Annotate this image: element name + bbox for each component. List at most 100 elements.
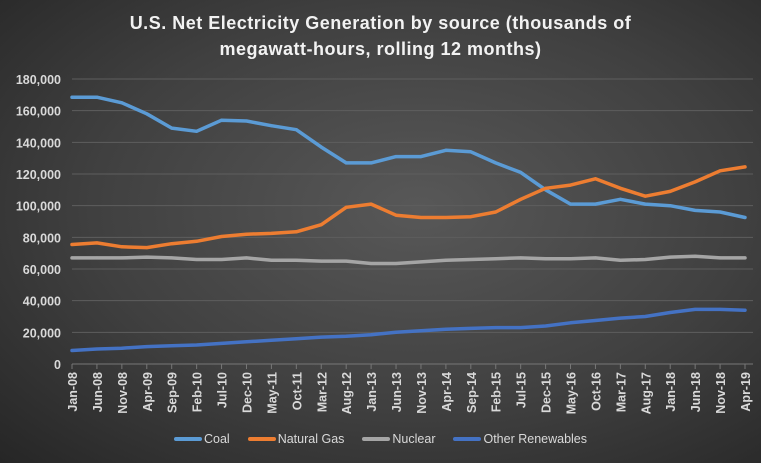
chart-title-line-2: megawatt-hours, rolling 12 months) [219,39,542,59]
x-tick-label: Feb-10 [191,372,205,412]
data-point-other-renewables [369,333,373,337]
data-point-natural-gas [743,165,747,169]
legend-label-other-renewables: Other Renewables [483,432,588,446]
x-tick-label: Oct-11 [290,372,304,410]
data-point-coal [569,202,573,206]
data-point-natural-gas [319,223,323,227]
data-point-other-renewables [294,337,298,341]
data-point-other-renewables [519,326,523,330]
data-point-nuclear [369,261,373,265]
series-line-coal [70,95,747,220]
legend-swatch-other-renewables [453,437,482,441]
data-point-nuclear [195,258,199,261]
data-point-coal [718,210,722,214]
data-point-nuclear [394,261,398,265]
data-point-natural-gas [444,216,448,220]
x-tick-label: Jul-10 [216,372,230,408]
chart-title: U.S. Net Electricity Generation by sourc… [0,10,761,62]
legend-swatch-natural-gas [247,437,276,441]
data-point-other-renewables [743,308,747,312]
data-point-nuclear [220,258,224,261]
data-point-nuclear [170,256,174,260]
data-point-coal [269,124,273,128]
data-point-other-renewables [269,338,273,342]
data-point-natural-gas [95,241,99,245]
y-tick-label: 60,000 [23,263,61,277]
data-point-nuclear [95,256,99,260]
data-point-other-renewables [469,326,473,330]
x-tick-label: Jun-18 [689,372,703,412]
y-tick-label: 40,000 [23,295,61,309]
data-point-nuclear [593,256,597,260]
data-point-coal [95,95,99,99]
y-tick-label: 100,000 [16,200,61,214]
data-point-natural-gas [618,186,622,190]
data-point-other-renewables [718,307,722,311]
data-point-other-renewables [70,349,74,353]
data-point-other-renewables [220,341,224,345]
data-point-coal [618,197,622,201]
data-point-nuclear [569,257,573,261]
data-point-natural-gas [544,186,548,190]
data-point-nuclear [444,258,448,262]
data-point-other-renewables [394,330,398,334]
y-tick-label: 120,000 [16,168,61,182]
legend-swatch-nuclear [362,437,391,441]
data-point-coal [344,161,348,165]
x-tick-label: May-16 [565,372,579,414]
data-point-nuclear [294,258,298,262]
data-point-nuclear [668,255,672,259]
data-point-nuclear [718,256,722,260]
data-point-nuclear [269,258,273,262]
data-point-other-renewables [244,340,248,344]
data-point-natural-gas [469,215,473,219]
legend: Coal Natural Gas Nuclear Other Renewable… [0,432,761,446]
x-tick-label: Jul-15 [515,372,529,408]
y-tick-label: 20,000 [23,326,61,340]
data-point-coal [70,95,74,99]
data-point-nuclear [344,259,348,263]
data-point-coal [519,170,523,174]
x-tick-label: Sep-14 [465,372,479,413]
data-point-coal [170,126,174,130]
x-tick-label: Jun-08 [91,372,105,412]
data-point-coal [220,118,224,122]
data-point-coal [369,161,373,165]
data-point-coal [643,202,647,206]
data-point-natural-gas [643,194,647,198]
data-point-natural-gas [220,235,224,239]
data-point-coal [244,119,248,123]
data-point-natural-gas [70,242,74,246]
x-tick-label: Dec-15 [540,372,554,413]
legend-item-natural-gas: Natural Gas [247,432,344,446]
data-point-other-renewables [319,335,323,339]
data-point-coal [145,112,149,116]
data-point-nuclear [319,259,323,263]
data-point-natural-gas [369,202,373,206]
data-point-nuclear [544,257,548,261]
y-tick-label: 140,000 [16,136,61,150]
data-point-nuclear [120,256,124,260]
y-tick-label: 160,000 [16,105,61,119]
data-point-other-renewables [145,345,149,349]
x-tick-label: Nov-18 [714,372,728,414]
data-point-other-renewables [618,316,622,320]
y-tick-label: 180,000 [16,73,61,87]
data-point-natural-gas [244,232,248,236]
x-tick-label: Nov-13 [415,372,429,414]
data-point-nuclear [494,257,498,261]
data-point-natural-gas [269,231,273,235]
x-tick-label: Mar-17 [614,372,628,412]
legend-label-coal: Coal [203,432,230,446]
data-point-natural-gas [120,245,124,249]
legend-item-other-renewables: Other Renewables [453,432,587,446]
data-point-other-renewables [569,321,573,325]
y-tick-label: 0 [54,358,61,372]
data-point-nuclear [743,256,747,260]
data-point-natural-gas [145,246,149,250]
x-tick-label: Sep-09 [166,372,180,413]
data-point-natural-gas [693,180,697,184]
data-point-natural-gas [394,213,398,217]
x-tick-label: Apr-19 [739,372,753,412]
